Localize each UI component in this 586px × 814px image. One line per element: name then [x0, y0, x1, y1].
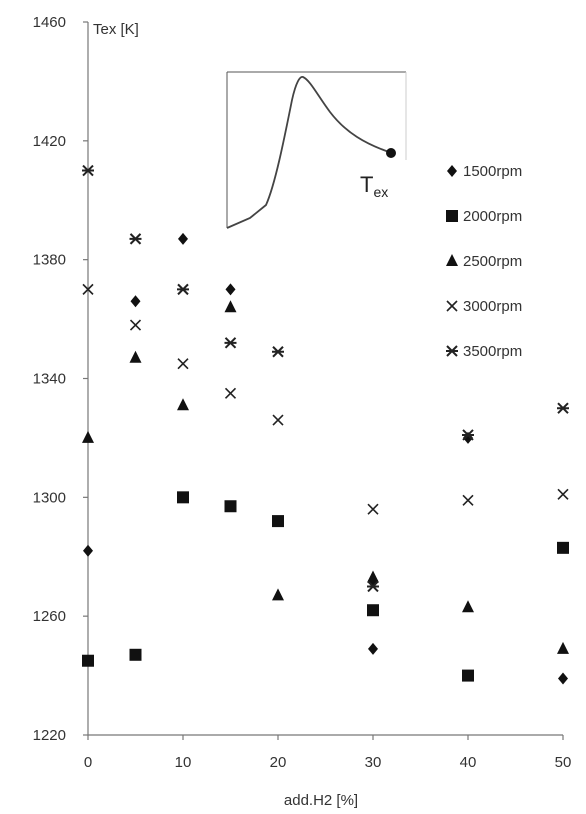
- data-point: [82, 654, 94, 667]
- data-point: [557, 402, 569, 414]
- data-point: [272, 588, 284, 601]
- legend-marker: [447, 165, 457, 177]
- data-point: [368, 642, 378, 655]
- data-point: [82, 164, 94, 177]
- axes: [87, 22, 563, 736]
- data-point: [558, 672, 568, 685]
- data-point: [462, 429, 474, 441]
- inset-label-sub: ex: [373, 184, 388, 200]
- data-point: [224, 337, 237, 349]
- inset-temperature-curve: [226, 76, 390, 229]
- data-point: [367, 570, 379, 583]
- data-point: [367, 503, 379, 515]
- data-point: [130, 295, 141, 308]
- x-axis-title: add.H2 [%]: [284, 792, 358, 809]
- inset-end-point: [386, 148, 396, 158]
- inset-curve: Tex: [226, 71, 407, 229]
- x-tick-label: 10: [175, 754, 192, 771]
- data-point: [557, 541, 569, 554]
- data-point: [462, 669, 474, 682]
- y-ticks: 1220 1260 1300 1340 1380 1420 1460: [33, 14, 88, 744]
- data-point: [272, 515, 284, 528]
- data-point: [129, 648, 142, 661]
- data-point: [367, 604, 379, 617]
- data-point: [178, 232, 188, 245]
- y-tick-label: 1260: [33, 608, 66, 625]
- data-point: [129, 233, 142, 245]
- data-point: [225, 283, 236, 296]
- legend-marker: [446, 345, 458, 357]
- markers: [82, 164, 569, 685]
- data-point: [83, 544, 93, 557]
- y-tick-label: 1220: [33, 727, 66, 744]
- legend-marker: [446, 210, 458, 222]
- y-tick-label: 1340: [33, 371, 66, 388]
- data-point: [272, 414, 284, 426]
- data-point: [82, 283, 94, 295]
- x-tick-label: 0: [84, 754, 92, 771]
- x-tick-label: 50: [555, 754, 572, 771]
- data-point: [129, 350, 142, 363]
- legend: 1500rpm 2000rpm 2500rpm 3000rpm 3500rpm: [446, 163, 522, 360]
- data-point: [557, 641, 569, 654]
- x-tick-label: 30: [365, 754, 382, 771]
- data-point: [129, 319, 142, 331]
- data-point: [224, 300, 237, 313]
- data-point: [224, 500, 237, 513]
- y-tick-label: 1300: [33, 489, 66, 506]
- y-tick-label: 1460: [33, 14, 66, 31]
- data-point: [224, 387, 237, 399]
- data-point: [272, 346, 284, 358]
- y-tick-label: 1380: [33, 252, 66, 269]
- x-tick-label: 20: [270, 754, 287, 771]
- data-point: [462, 600, 474, 613]
- data-point: [177, 358, 189, 370]
- legend-label: 2500rpm: [463, 253, 522, 270]
- data-point: [557, 488, 569, 500]
- y-axis-title: Tex [K]: [93, 21, 139, 38]
- data-point: [367, 580, 379, 593]
- data-point: [177, 283, 189, 296]
- inset-label-main: T: [360, 172, 373, 197]
- legend-label: 1500rpm: [463, 163, 522, 180]
- data-point: [177, 398, 189, 411]
- data-point: [177, 491, 189, 504]
- legend-marker: [446, 300, 458, 312]
- x-ticks: 0 10 20 30 40 50: [84, 735, 572, 771]
- legend-label: 2000rpm: [463, 208, 522, 225]
- y-tick-label: 1420: [33, 133, 66, 150]
- legend-label: 3500rpm: [463, 343, 522, 360]
- inset-label: Tex: [360, 172, 388, 200]
- legend-marker: [446, 254, 458, 266]
- data-point: [462, 494, 474, 506]
- data-point: [82, 430, 94, 443]
- x-tick-label: 40: [460, 754, 477, 771]
- legend-label: 3000rpm: [463, 298, 522, 315]
